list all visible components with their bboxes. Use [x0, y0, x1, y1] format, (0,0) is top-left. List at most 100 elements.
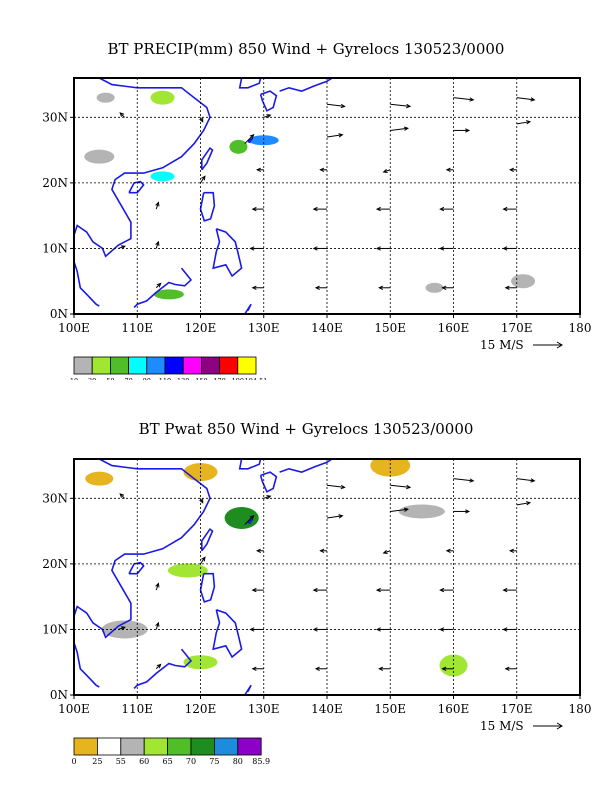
filled-area	[439, 654, 468, 677]
wind-vector-head	[375, 246, 381, 251]
colorbar-label: 80	[233, 757, 243, 766]
filled-area	[84, 149, 115, 164]
coastline	[199, 191, 216, 222]
colorbar-cell	[190, 737, 215, 756]
wind-vector	[244, 515, 254, 525]
wind-vector-head	[525, 501, 532, 506]
wind-vector-head	[441, 285, 447, 290]
vector-scale-arrowhead	[556, 341, 563, 349]
y-tick-label: 30N	[42, 110, 68, 124]
colorbar-label: 194.51	[245, 377, 268, 380]
filled-area	[153, 289, 184, 300]
wind-vector-head	[445, 167, 451, 172]
wind-vector-head	[445, 548, 451, 553]
vector-scale-arrowhead	[556, 722, 563, 730]
wind-vector	[263, 495, 271, 499]
colorbar-cell	[237, 356, 257, 375]
x-tick-label: 180	[569, 702, 592, 716]
filled-area	[183, 655, 218, 670]
x-tick-label: 110E	[121, 321, 153, 335]
y-tick-label: 10N	[42, 622, 68, 636]
vector-scale-label: 15 M/S	[480, 719, 524, 733]
wind-vector	[516, 97, 535, 101]
y-tick-label: 30N	[42, 491, 68, 505]
coastline	[279, 459, 333, 473]
wind-vector-head	[251, 666, 257, 671]
wind-vector-head	[155, 201, 160, 207]
vector-scale-label: 15 M/S	[480, 338, 524, 352]
wind-vector-head	[378, 666, 384, 671]
x-tick-label: 100E	[58, 702, 90, 716]
wind-vector-head	[319, 548, 325, 553]
wind-vector-head	[201, 175, 206, 181]
wind-vector-head	[266, 114, 272, 119]
wind-vector-head	[504, 285, 510, 290]
colorbar-cell	[73, 737, 98, 756]
wind-vector	[155, 241, 159, 249]
x-tick-label: 120E	[185, 321, 217, 335]
x-tick-label: 140E	[311, 702, 343, 716]
filled-area	[167, 563, 208, 578]
x-tick-label: 100E	[58, 321, 90, 335]
wind-vector-head	[530, 478, 536, 483]
x-tick-label: 170E	[501, 321, 533, 335]
wind-vector	[390, 508, 408, 512]
wind-vector	[390, 484, 411, 488]
colorbar-label: 70	[124, 377, 132, 380]
wind-vector-head	[469, 97, 475, 102]
y-tick-label: 20N	[42, 176, 68, 190]
y-tick-label: 10N	[42, 241, 68, 255]
wind-vector-head	[340, 484, 346, 490]
colorbar-cell	[200, 356, 220, 375]
wind-vector-head	[312, 627, 318, 632]
wind-vector-head	[256, 548, 261, 553]
x-tick-label: 180	[569, 321, 592, 335]
wind-vector	[155, 583, 159, 591]
wind-vector-head	[439, 246, 445, 251]
wind-vector-head	[201, 556, 206, 562]
wind-vector-head	[509, 548, 514, 553]
colorbar-label: 75	[209, 757, 219, 766]
colorbar-cell	[110, 356, 130, 375]
wind-vector-head	[249, 514, 255, 520]
filled-area	[248, 135, 279, 146]
wind-vector-head	[375, 206, 381, 212]
colorbar-cell	[128, 356, 148, 375]
colorbar-cell	[219, 356, 239, 375]
colorbar-label: 150	[195, 377, 207, 380]
coastline	[74, 642, 100, 688]
precip-chart: 100E 110E 120E 130E 140E 150E 160E 170E 180 0N 10N…	[42, 77, 592, 380]
wind-vector-head	[251, 206, 257, 212]
wind-vector-head	[266, 495, 272, 500]
coastline	[74, 78, 211, 258]
wind-vector-head	[525, 120, 532, 125]
wind-vector-head	[314, 666, 320, 671]
wind-vector-head	[155, 240, 160, 246]
coastline	[133, 267, 193, 308]
wind-vector	[516, 121, 531, 125]
wind-vector-head	[119, 112, 125, 117]
wind-vector-head	[251, 285, 257, 290]
y-tick-label: 0N	[50, 307, 68, 321]
wind-vector-head	[338, 514, 344, 519]
wind-vector-head	[155, 582, 160, 588]
wind-vector	[155, 622, 159, 630]
x-tick-label: 140E	[311, 321, 343, 335]
wind-vector-head	[530, 97, 536, 102]
colorbar-cell	[237, 737, 262, 756]
plot-area	[74, 78, 536, 314]
wind-vector-head	[465, 509, 471, 514]
wind-vector	[453, 478, 474, 482]
coastline	[199, 572, 216, 603]
coastline	[244, 684, 252, 695]
colorbar-label: 0	[71, 757, 76, 766]
wind-vector-head	[156, 282, 162, 288]
wind-vector-head	[403, 507, 409, 512]
colorbar-label: 110	[159, 377, 171, 380]
colorbar-cell	[91, 356, 111, 375]
x-tick-label: 150E	[374, 321, 406, 335]
y-tick-label: 20N	[42, 557, 68, 571]
wind-vector-head	[251, 587, 257, 593]
coastline	[212, 228, 243, 278]
wind-vector-head	[502, 206, 508, 212]
